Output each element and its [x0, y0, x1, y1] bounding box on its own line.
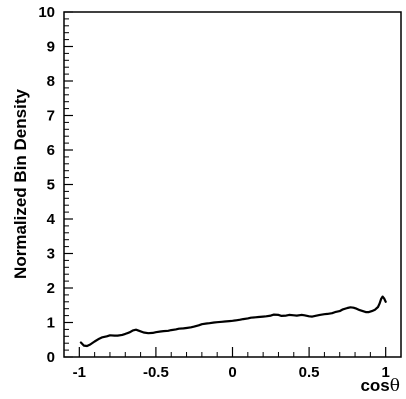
x-tick-label: 0.5: [299, 364, 320, 381]
x-axis-title: cosθ: [360, 376, 400, 396]
y-tick-label: 6: [47, 142, 55, 159]
y-tick-label: 9: [47, 39, 55, 56]
y-tick-label: 7: [47, 108, 55, 125]
plot-frame: [63, 11, 402, 358]
x-tick-label: 0: [228, 364, 236, 381]
x-axis: -1 -0.5 0 0.5 1: [73, 347, 390, 381]
y-axis-title: Normalized Bin Density: [11, 89, 30, 279]
x-axis-title-symbol: θ: [390, 376, 400, 396]
series-line: [79, 295, 387, 348]
x-tick-label: -0.5: [143, 364, 169, 381]
y-tick-label: 0: [47, 349, 55, 366]
x-axis-title-main: cos: [360, 376, 389, 395]
y-tick-label: 1: [47, 315, 55, 332]
x-tick-label: 1: [382, 364, 390, 381]
y-tick-label: 5: [47, 177, 55, 194]
y-tick-label: 8: [47, 73, 55, 90]
y-tick-label: 10: [38, 4, 55, 21]
y-axis: 0 1 2 3 4 5 6 7 8 9 10: [38, 4, 73, 366]
x-tick-label: -1: [73, 364, 86, 381]
y-tick-label: 3: [47, 246, 55, 263]
y-tick-label: 4: [47, 211, 56, 228]
y-tick-label: 2: [47, 280, 55, 297]
